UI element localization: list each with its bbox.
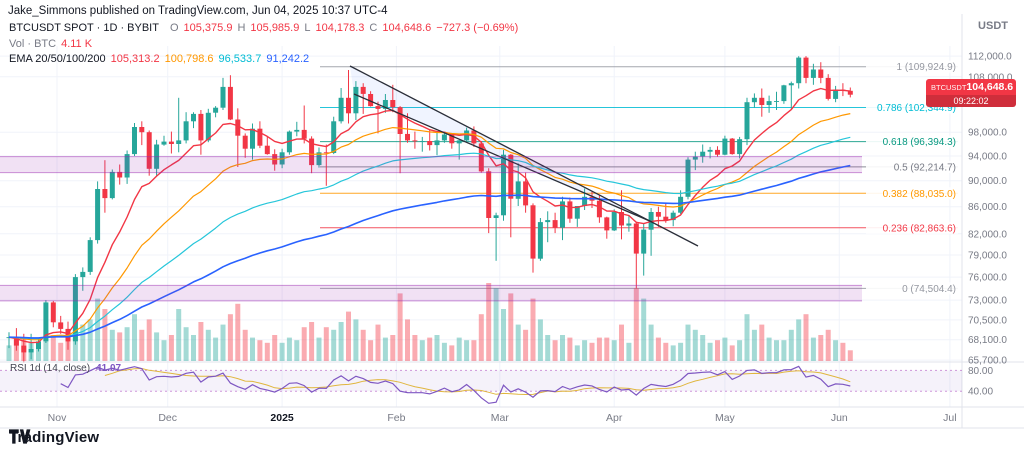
- symbol-title[interactable]: BTCUSDT SPOT · 1D · BYBIT: [9, 22, 159, 34]
- svg-text:79,000.0: 79,000.0: [968, 251, 1007, 262]
- svg-text:1 (109,924.9): 1 (109,924.9): [897, 62, 957, 73]
- tradingview-logo-icon: [9, 429, 31, 444]
- ema-label[interactable]: EMA 20/50/100/200: [9, 53, 106, 65]
- svg-text:73,000.0: 73,000.0: [968, 296, 1007, 307]
- svg-text:65,700.0: 65,700.0: [968, 356, 1007, 367]
- rsi-value: 41.07: [96, 363, 122, 374]
- close-value: 104,648.6: [382, 22, 432, 34]
- time-axis[interactable]: Nov Dec 2025 Feb Mar Apr May Jun Jul: [48, 412, 957, 424]
- rsi-pane: [0, 365, 962, 404]
- svg-text:94,000.0: 94,000.0: [968, 152, 1007, 163]
- high-value: 105,985.9: [250, 22, 300, 34]
- svg-text:0.618 (96,394.3): 0.618 (96,394.3): [883, 137, 956, 148]
- open-label: O: [169, 22, 179, 34]
- svg-text:Jul: Jul: [943, 412, 956, 424]
- svg-text:80.00: 80.00: [968, 366, 993, 377]
- ema100-value: 96,533.7: [218, 53, 262, 65]
- svg-text:0.5 (92,214.7): 0.5 (92,214.7): [894, 162, 956, 173]
- last-price-badge[interactable]: BTCUSDT 104,648.6 09:22:02: [926, 79, 1016, 107]
- svg-text:0.236 (82,863.6): 0.236 (82,863.6): [883, 223, 956, 234]
- svg-text:Dec: Dec: [158, 412, 177, 424]
- low-label: L: [304, 22, 311, 34]
- svg-text:98,000.0: 98,000.0: [968, 128, 1007, 139]
- svg-text:76,000.0: 76,000.0: [968, 273, 1007, 284]
- svg-text:0.786 (102,344.9): 0.786 (102,344.9): [877, 103, 956, 114]
- svg-text:112,000.0: 112,000.0: [968, 52, 1012, 63]
- ema-lines: [8, 87, 851, 344]
- rsi-legend: RSI 1d (14, close) 41.07: [10, 363, 121, 374]
- volume-legend: Vol · BTC 4.11 K: [9, 38, 92, 50]
- svg-text:40.00: 40.00: [968, 387, 993, 398]
- ema-legend: EMA 20/50/100/200 105,313.2 100,798.6 96…: [9, 53, 309, 65]
- symbol-legend: BTCUSDT SPOT · 1D · BYBIT O 105,375.9 H …: [9, 22, 518, 34]
- fib-retracement-lines[interactable]: [320, 66, 958, 289]
- high-label: H: [237, 22, 246, 34]
- svg-text:90,000.0: 90,000.0: [968, 176, 1007, 187]
- svg-text:86,000.0: 86,000.0: [968, 202, 1007, 213]
- support-resistance-zones[interactable]: [0, 156, 862, 302]
- volume-value: 4.11 K: [61, 38, 93, 50]
- badge-symbol: BTCUSDT: [931, 83, 967, 92]
- svg-text:Apr: Apr: [606, 412, 623, 424]
- price-axis[interactable]: 112,000.0 108,000.0 98,000.0 94,000.0 90,000…: [968, 52, 1013, 398]
- ema50-value: 100,798.6: [164, 53, 214, 65]
- svg-text:68,100.0: 68,100.0: [968, 335, 1007, 346]
- quote-currency-label: USDT: [978, 20, 1008, 32]
- pane-borders: [0, 14, 1024, 429]
- svg-text:Feb: Feb: [387, 412, 405, 424]
- change-value: −727.3 (−0.69%): [436, 22, 519, 34]
- svg-text:May: May: [715, 412, 736, 424]
- ema20-value: 105,313.2: [110, 53, 160, 65]
- svg-text:Jun: Jun: [831, 412, 848, 424]
- svg-text:82,000.0: 82,000.0: [968, 229, 1007, 240]
- ema200-value: 91,242.2: [266, 53, 310, 65]
- svg-text:2025: 2025: [270, 412, 294, 424]
- svg-text:0.382 (88,035.0): 0.382 (88,035.0): [883, 189, 956, 200]
- close-label: C: [369, 22, 378, 34]
- candles: [6, 56, 853, 363]
- fib-level-labels: 1 (109,924.9) 0.786 (102,344.9) 0.618 (96,…: [866, 60, 958, 295]
- svg-text:Nov: Nov: [48, 412, 67, 424]
- byline: Jake_Simmons published on TradingView.co…: [8, 5, 388, 17]
- volume-label[interactable]: Vol · BTC: [9, 38, 57, 50]
- open-value: 105,375.9: [183, 22, 233, 34]
- svg-text:108,000.0: 108,000.0: [968, 72, 1013, 83]
- descending-trendlines[interactable]: [349, 65, 699, 247]
- tradingview-wordmark: TradingView: [9, 429, 100, 446]
- rsi-title[interactable]: RSI 1d (14, close): [10, 363, 91, 374]
- svg-text:0 (74,504.4): 0 (74,504.4): [902, 284, 956, 295]
- low-value: 104,178.3: [315, 22, 365, 34]
- svg-text:70,500.0: 70,500.0: [968, 315, 1007, 326]
- svg-text:Mar: Mar: [491, 412, 510, 424]
- badge-price: 104,648.6: [966, 81, 1014, 93]
- bar-close-countdown: 09:22:02: [926, 95, 1016, 107]
- tradingview-watermark[interactable]: TradingView: [9, 429, 99, 446]
